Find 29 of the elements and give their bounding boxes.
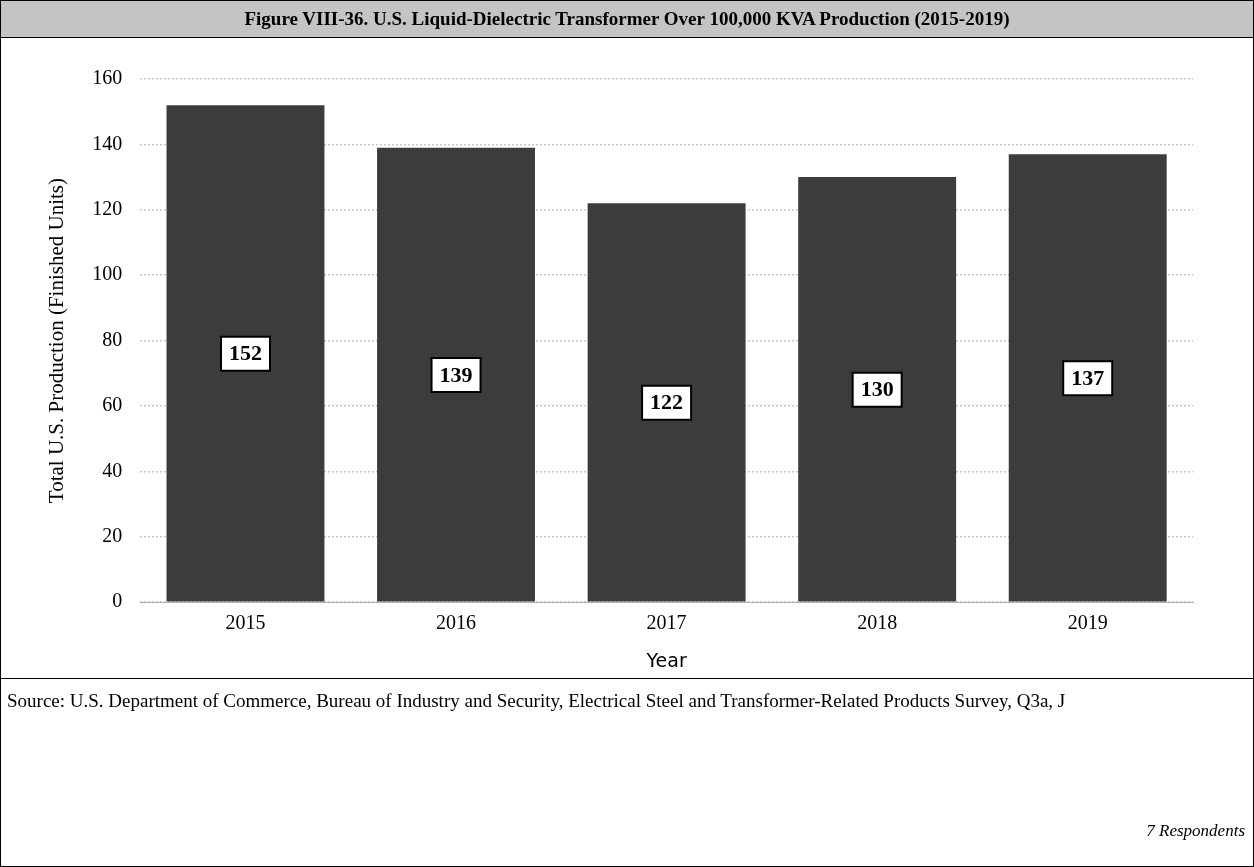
x-axis-title: Year xyxy=(645,648,687,671)
x-tick-label: 2017 xyxy=(646,611,687,634)
bar xyxy=(798,177,957,602)
source-note: Source: U.S. Department of Commerce, Bureau of Industry and Security, Electrical Steel and Transformer-Related Products Survey, Q3a, J xyxy=(7,689,1067,713)
y-tick-label: 0 xyxy=(112,589,123,612)
bar xyxy=(1008,154,1167,602)
bar xyxy=(166,105,325,602)
y-tick-label: 140 xyxy=(92,131,123,154)
data-label: 137 xyxy=(1071,364,1105,390)
y-tick-label: 100 xyxy=(92,262,123,285)
y-tick-label: 40 xyxy=(102,458,123,481)
y-axis-title: Total U.S. Production (Finished Units) xyxy=(44,178,69,504)
x-tick-label: 2015 xyxy=(225,611,266,634)
data-label: 152 xyxy=(228,340,262,366)
chart-title: Figure VIII-36. U.S. Liquid-Dielectric Transformer Over 100,000 KVA Production (2015-2019) xyxy=(1,1,1253,38)
y-tick-label: 80 xyxy=(102,327,123,350)
y-tick-label: 120 xyxy=(92,197,123,220)
data-label: 139 xyxy=(439,361,473,387)
x-tick-label: 2016 xyxy=(436,611,477,634)
x-tick-label: 2019 xyxy=(1067,611,1108,634)
bar xyxy=(377,147,535,602)
text: 7 Respondents xyxy=(1146,821,1245,841)
y-tick-label: 20 xyxy=(102,524,123,547)
x-tick-label: 2018 xyxy=(857,611,898,634)
data-label: 130 xyxy=(860,376,894,402)
y-tick-label: 160 xyxy=(92,66,123,89)
y-tick-label: 60 xyxy=(102,393,123,416)
bar xyxy=(587,203,746,602)
data-label: 122 xyxy=(650,389,684,415)
